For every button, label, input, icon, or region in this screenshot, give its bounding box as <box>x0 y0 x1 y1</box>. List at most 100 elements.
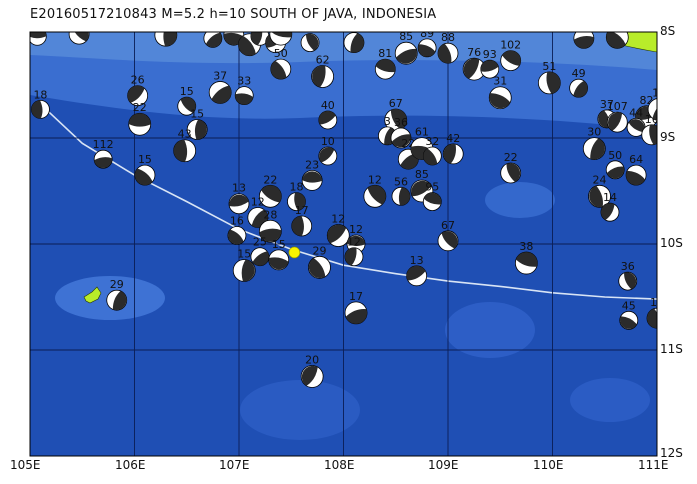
epicenter-marker <box>288 246 301 259</box>
beachball-compressional <box>608 112 623 131</box>
focal-mechanism: 15 <box>134 153 156 186</box>
beachball-compressional <box>112 291 127 311</box>
beachball-compressional <box>345 308 368 324</box>
focal-mechanism: 51 <box>537 60 561 95</box>
event-depth-label: 36 <box>621 260 635 273</box>
beachball-compressional <box>652 108 657 121</box>
focal-mechanism: 42 <box>442 132 464 165</box>
beachball-compressional <box>423 192 442 205</box>
beachball-compressional <box>626 170 646 186</box>
focal-mechanism: 20 <box>300 354 324 388</box>
event-depth-label: 23 <box>305 158 319 171</box>
lon-tick-106e: 106E <box>115 458 146 472</box>
focal-mechanism: 28 <box>258 208 282 243</box>
event-depth-label: 15 <box>650 296 664 309</box>
focal-mechanism: 85 <box>410 168 434 203</box>
seamount-1 <box>445 302 535 358</box>
focal-mechanism: 15 <box>232 248 256 282</box>
event-depth-label: 18 <box>289 181 303 194</box>
event-depth-label: 95 <box>425 181 439 194</box>
beachball-compressional <box>319 147 335 163</box>
map-title: E20160517210843 M=5.2 h=10 SOUTH OF JAVA… <box>30 7 437 22</box>
focal-mechanism: 15 <box>186 108 208 140</box>
beachball-compressional <box>546 71 561 94</box>
focal-mechanism: 22 <box>258 173 282 208</box>
focal-mechanism: 112 <box>93 138 114 169</box>
beachball-compressional <box>180 97 196 113</box>
focal-mechanism: 102 <box>500 39 521 72</box>
event-depth-label: 18 <box>33 88 47 101</box>
focal-mechanism: 18 <box>31 88 50 119</box>
beachball-compressional <box>205 32 222 48</box>
beachball-compressional <box>606 32 626 49</box>
event-depth-label: 42 <box>446 132 460 145</box>
beachball-compressional <box>235 93 254 105</box>
event-depth-label: 107 <box>607 100 628 113</box>
beachball-compressional <box>589 185 603 208</box>
focal-mechanism: 12 <box>326 213 350 247</box>
event-depth-label: 15 <box>303 22 317 35</box>
beachball-compressional <box>270 60 287 80</box>
event-depth-label: 28 <box>263 208 277 221</box>
focal-mechanism: 76 <box>462 46 486 81</box>
focal-mechanism: 23 <box>301 158 323 191</box>
beachball-compressional <box>418 44 436 57</box>
beachball-compressional <box>516 252 538 267</box>
beachball-compressional <box>344 247 357 266</box>
beachball-compressional <box>437 43 452 64</box>
lon-tick-110e: 110E <box>533 458 564 472</box>
focal-mechanism: 32 <box>422 135 442 166</box>
lon-tick-109e: 109E <box>428 458 459 472</box>
focal-mechanism: 50 <box>270 47 292 80</box>
focal-mechanism: 40 <box>318 99 338 130</box>
beachball-compressional <box>268 257 289 270</box>
focal-mechanism: 18 <box>287 181 306 212</box>
beachball-compressional <box>367 185 386 205</box>
event-depth-label: 85 <box>399 30 413 43</box>
event-depth-label: 12 <box>349 223 363 236</box>
beachball-compressional <box>628 119 645 133</box>
beachball-compressional <box>194 119 207 140</box>
focal-mechanism: 49 <box>569 67 589 98</box>
focal-mechanism: 64 <box>625 153 647 186</box>
event-depth-label: 44 <box>629 106 643 119</box>
beachball-compressional <box>411 180 432 197</box>
event-depth-label: 61 <box>415 126 429 139</box>
event-depth-label: 32 <box>425 135 439 148</box>
event-depth-label: 17 <box>295 204 309 217</box>
beachball-compressional <box>241 259 255 282</box>
event-depth-label: 50 <box>608 149 622 162</box>
event-depth-label: 12 <box>368 173 382 186</box>
lat-tick-11s: 11S <box>660 342 683 356</box>
focal-mechanism: 13 <box>406 254 428 287</box>
beachball-compressional <box>406 265 426 281</box>
focal-mechanism: 20 <box>269 32 293 46</box>
beachball-compressional <box>318 110 336 125</box>
beachball-compressional <box>163 32 177 47</box>
event-depth-label: 12 <box>251 196 265 209</box>
beachball-compressional <box>480 60 499 72</box>
event-depth-label: 10 <box>321 135 335 148</box>
beachball-compressional <box>134 168 153 186</box>
beachball-compressional <box>261 185 282 203</box>
event-depth-label: 67 <box>389 97 403 110</box>
beachball-compressional <box>649 124 657 145</box>
focal-mechanism: 16 <box>227 215 247 245</box>
event-depth-label: 14 <box>603 191 617 204</box>
lat-tick-9s: 9S <box>660 130 676 144</box>
event-depth-label: 64 <box>629 153 643 166</box>
focal-mechanism: 25 <box>250 236 270 267</box>
beachball-compressional <box>271 32 292 38</box>
beachball-compressional <box>375 59 396 73</box>
focal-mechanism: 88 <box>437 32 459 64</box>
event-depth-label: 12 <box>331 213 345 226</box>
beachball-compressional <box>600 203 615 220</box>
focal-mechanism: 10 <box>318 135 338 166</box>
beachball-compressional <box>647 308 657 329</box>
beachball-compressional <box>573 35 594 49</box>
event-depth-label: 112 <box>93 138 114 151</box>
event-depth-label: 76 <box>467 46 481 59</box>
lon-tick-107e: 107E <box>219 458 250 472</box>
focal-mechanism: 15 <box>177 85 197 116</box>
focal-mechanism: 30 <box>582 126 606 161</box>
